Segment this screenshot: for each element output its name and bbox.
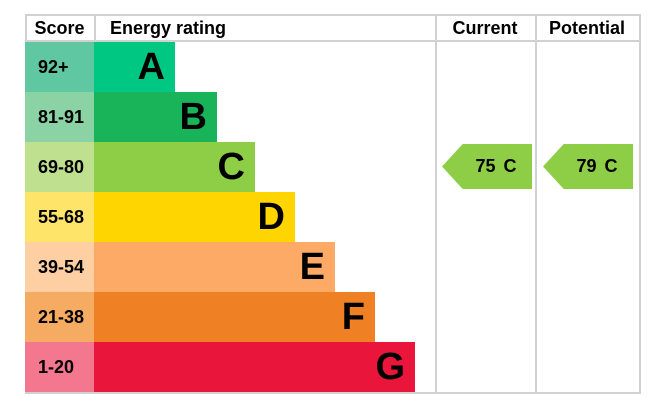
score-range-label: 1-20: [38, 357, 75, 377]
band-letter: C: [217, 146, 245, 188]
table-bottom-border: [25, 392, 641, 394]
potential-column-header: Potential: [548, 18, 625, 38]
potential-rating-arrow: 79 C: [543, 144, 633, 189]
energy-band-bar: F: [94, 292, 375, 342]
score-range-cell: 81-91: [25, 92, 94, 142]
score-range-cell: 69-80: [25, 142, 94, 192]
score-range-label: 55-68: [38, 207, 85, 227]
potential-column-divider: [535, 14, 537, 394]
score-range-label: 39-54: [38, 257, 85, 277]
score-range-cell: 39-54: [25, 242, 94, 292]
band-letter: E: [299, 246, 325, 288]
current-column-header: Current: [452, 18, 518, 38]
band-letter: B: [179, 96, 207, 138]
band-row: 92+ A: [25, 42, 425, 92]
score-range-cell: 55-68: [25, 192, 94, 242]
score-range-cell: 92+: [25, 42, 94, 92]
energy-band-bar: D: [94, 192, 295, 242]
score-column-divider: [94, 14, 96, 42]
band-row: 1-20 G: [25, 342, 425, 392]
band-letter: A: [137, 46, 165, 88]
score-range-label: 21-38: [38, 307, 85, 327]
score-column-header: Score: [34, 18, 85, 38]
energy-rating-column-header: Energy rating: [110, 18, 227, 38]
energy-band-bar: E: [94, 242, 335, 292]
band-row: 81-91 B: [25, 92, 425, 142]
current-rating-value: 75: [475, 156, 496, 176]
band-row: 69-80 C: [25, 142, 425, 192]
band-row: 55-68 D: [25, 192, 425, 242]
potential-rating-band: C: [604, 156, 618, 176]
score-range-label: 81-91: [38, 107, 85, 127]
table-left-border: [25, 14, 27, 42]
energy-band-bar: G: [94, 342, 415, 392]
band-letter: F: [341, 296, 365, 338]
band-letter: G: [375, 346, 405, 388]
potential-rating-value: 79: [576, 156, 597, 176]
score-range-label: 92+: [38, 57, 69, 77]
table-right-border: [639, 14, 641, 394]
energy-band-bar: A: [94, 42, 175, 92]
table-top-border: [25, 14, 641, 16]
current-column-divider: [435, 14, 437, 394]
energy-band-bar: B: [94, 92, 217, 142]
score-range-cell: 1-20: [25, 342, 94, 392]
band-row: 21-38 F: [25, 292, 425, 342]
header-bottom-border: [25, 40, 641, 42]
band-letter: D: [257, 196, 285, 238]
score-range-label: 69-80: [38, 157, 85, 177]
energy-band-bar: C: [94, 142, 255, 192]
band-row: 39-54 E: [25, 242, 425, 292]
current-rating-band: C: [503, 156, 517, 176]
score-range-cell: 21-38: [25, 292, 94, 342]
current-rating-arrow: 75 C: [442, 144, 532, 189]
